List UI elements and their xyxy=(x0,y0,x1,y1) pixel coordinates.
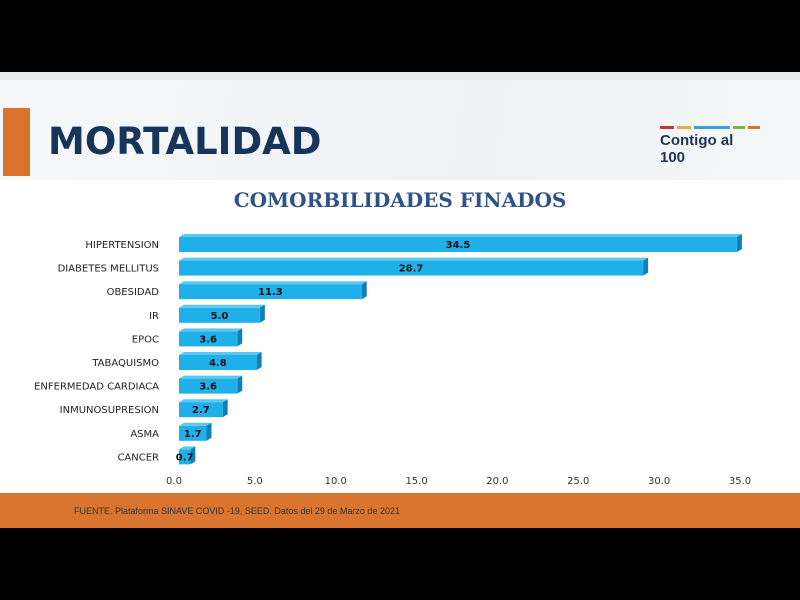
bar xyxy=(179,307,260,323)
bar-side xyxy=(237,375,243,394)
bar-side xyxy=(259,304,265,323)
data-label: 3.6 xyxy=(199,382,217,393)
data-label: 11.3 xyxy=(258,287,283,298)
accent-block xyxy=(3,108,30,176)
bar-top xyxy=(179,422,212,426)
bar xyxy=(179,260,644,276)
page-title: MORTALIDAD xyxy=(48,120,322,163)
bar xyxy=(179,425,207,441)
category-label: ASMA xyxy=(130,429,159,440)
x-tick-label: 20.0 xyxy=(486,476,508,487)
logo-stripe xyxy=(660,126,674,129)
data-label: 2.7 xyxy=(192,405,210,416)
logo: Contigo al 100 xyxy=(660,126,760,166)
category-label: OBESIDAD xyxy=(107,287,160,298)
data-label: 28.7 xyxy=(399,264,424,275)
data-label: 1.7 xyxy=(184,429,202,440)
category-label: HIPERTENSION xyxy=(85,240,159,251)
bar-top xyxy=(179,328,243,332)
logo-stripe xyxy=(733,126,745,129)
bar xyxy=(179,331,238,347)
category-label: EPOC xyxy=(132,334,159,345)
bar-top xyxy=(179,446,196,450)
header xyxy=(0,80,800,180)
category-label: CANCER xyxy=(117,452,159,463)
x-tick-label: 25.0 xyxy=(567,476,589,487)
slide: MORTALIDAD Contigo al 100 COMORBILIDADES… xyxy=(0,72,800,528)
x-tick-label: 0.0 xyxy=(166,476,182,487)
bar xyxy=(179,284,362,300)
category-label: DIABETES MELLITUS xyxy=(58,264,159,275)
bar-side xyxy=(256,352,262,370)
source-note: FUENTE. Plataforma SINAVE COVID -19, SEE… xyxy=(74,506,400,516)
bar-top xyxy=(179,257,649,261)
bar xyxy=(179,237,737,252)
bar-side xyxy=(222,399,228,418)
logo-stripe xyxy=(677,126,691,129)
bar-side xyxy=(237,328,243,347)
data-label: 34.5 xyxy=(446,240,471,251)
logo-stripe xyxy=(694,126,730,129)
bar xyxy=(179,378,238,394)
data-label: 5.0 xyxy=(211,311,229,322)
bar-side xyxy=(736,234,742,252)
data-label: 4.8 xyxy=(209,358,227,369)
bar-side xyxy=(206,422,212,441)
bar-top xyxy=(179,375,243,379)
x-tick-label: 35.0 xyxy=(729,476,751,487)
bar xyxy=(179,402,223,418)
chart-title: COMORBILIDADES FINADOS xyxy=(233,188,567,212)
data-label: 0.7 xyxy=(176,452,194,463)
category-label: IR xyxy=(149,311,159,322)
category-label: TABAQUISMO xyxy=(91,358,159,369)
logo-text: Contigo al 100 xyxy=(660,132,734,166)
logo-stripe xyxy=(748,126,760,129)
bar-top xyxy=(179,234,742,237)
x-tick-label: 10.0 xyxy=(325,476,347,487)
x-tick-label: 5.0 xyxy=(247,476,263,487)
bar-top xyxy=(179,399,228,403)
bar-top xyxy=(179,281,367,285)
bar-side xyxy=(361,281,367,300)
x-tick-label: 30.0 xyxy=(648,476,670,487)
bar-side xyxy=(190,446,196,465)
category-label: INMUNOSUPRESION xyxy=(60,405,159,416)
bar xyxy=(179,355,257,370)
bar-side xyxy=(643,257,649,276)
top-band xyxy=(0,72,800,80)
bar-top xyxy=(179,352,262,355)
category-label: ENFERMEDAD CARDIACA xyxy=(34,382,159,393)
bar-top xyxy=(179,304,265,308)
footer: FUENTE. Plataforma SINAVE COVID -19, SEE… xyxy=(0,493,800,528)
data-label: 3.6 xyxy=(199,334,217,345)
x-tick-label: 15.0 xyxy=(405,476,427,487)
bar xyxy=(179,449,191,465)
